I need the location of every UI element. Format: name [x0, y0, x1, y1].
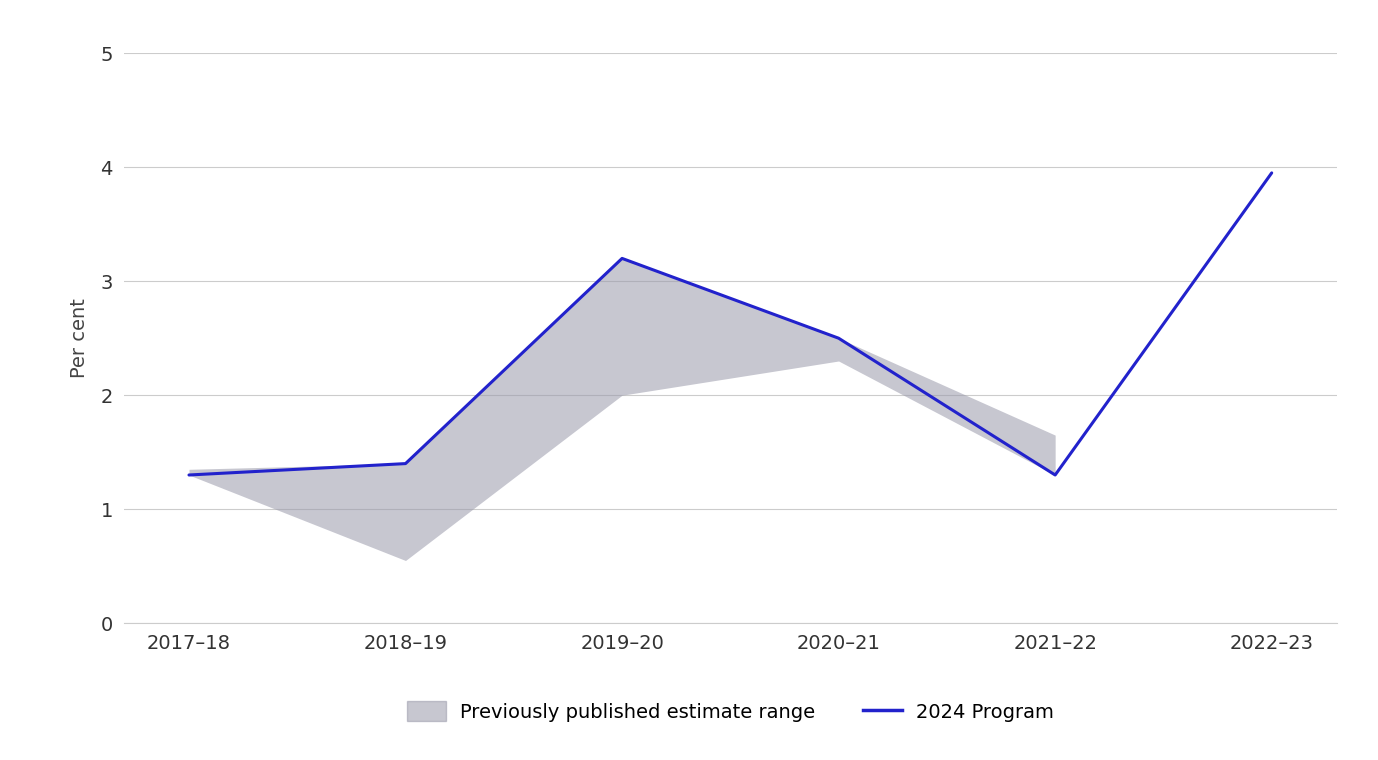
Y-axis label: Per cent: Per cent [70, 298, 90, 378]
Legend: Previously published estimate range, 2024 Program: Previously published estimate range, 202… [407, 701, 1054, 722]
